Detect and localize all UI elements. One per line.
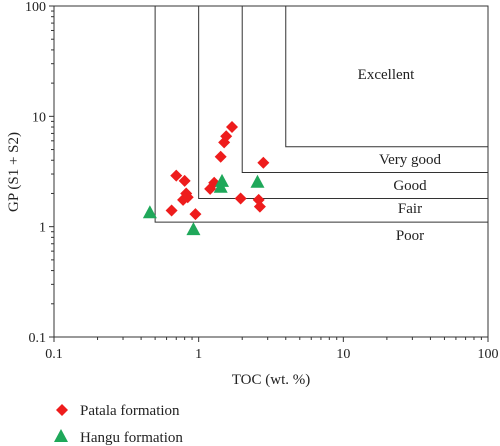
legend-label-patala: Patala formation bbox=[80, 403, 180, 419]
point-patala-formation bbox=[178, 174, 191, 187]
y-axis-label: GP (S1 + S2) bbox=[6, 132, 22, 212]
point-patala-formation bbox=[165, 204, 178, 217]
x-tick-label: 10 bbox=[336, 347, 350, 362]
zone-label-good: Good bbox=[393, 178, 427, 194]
zone-labels: Excellent Very good Good Fair Poor bbox=[358, 67, 442, 244]
zone-boundary-good bbox=[241, 6, 488, 173]
zone-label-poor: Poor bbox=[396, 228, 424, 244]
point-patala-formation bbox=[257, 156, 270, 169]
x-axis-label: TOC (wt. %) bbox=[232, 372, 310, 388]
y-tick-label: 10 bbox=[32, 110, 46, 125]
axis-ticks: 0.1 1 10 100 0.1 1 10 100 bbox=[25, 0, 499, 362]
point-hangu-formation bbox=[142, 205, 157, 219]
point-hangu-formation bbox=[186, 222, 201, 236]
zone-boundary-poor bbox=[154, 6, 488, 223]
point-patala-formation bbox=[170, 169, 183, 182]
point-patala-formation bbox=[214, 150, 227, 163]
zone-boundaries bbox=[154, 6, 488, 223]
point-patala-formation bbox=[234, 192, 247, 205]
y-tick-label: 1 bbox=[39, 221, 46, 236]
y-tick-label: 0.1 bbox=[29, 331, 47, 346]
x-tick-label: 0.1 bbox=[45, 347, 63, 362]
point-patala-formation bbox=[220, 130, 233, 143]
point-patala-formation bbox=[226, 121, 239, 134]
zone-boundary-very-good bbox=[285, 6, 488, 148]
point-patala-formation bbox=[253, 200, 266, 213]
point-hangu-formation bbox=[215, 173, 230, 187]
legend-marker-hangu bbox=[54, 429, 68, 442]
zone-label-excellent: Excellent bbox=[358, 67, 415, 83]
zone-label-fair: Fair bbox=[398, 201, 422, 217]
zone-label-very-good: Very good bbox=[379, 152, 442, 168]
x-tick-label: 1 bbox=[195, 347, 202, 362]
data-points bbox=[142, 121, 270, 236]
legend-marker-patala bbox=[56, 404, 68, 416]
zone-boundary-fair bbox=[198, 6, 488, 200]
point-patala-formation bbox=[181, 191, 194, 204]
x-tick-label: 100 bbox=[478, 347, 499, 362]
legend: Patala formation Hangu formation bbox=[54, 403, 183, 446]
point-hangu-formation bbox=[250, 174, 265, 188]
legend-label-hangu: Hangu formation bbox=[80, 430, 183, 446]
y-tick-label: 100 bbox=[25, 0, 46, 15]
point-patala-formation bbox=[189, 208, 202, 221]
plot-frame bbox=[53, 5, 489, 338]
